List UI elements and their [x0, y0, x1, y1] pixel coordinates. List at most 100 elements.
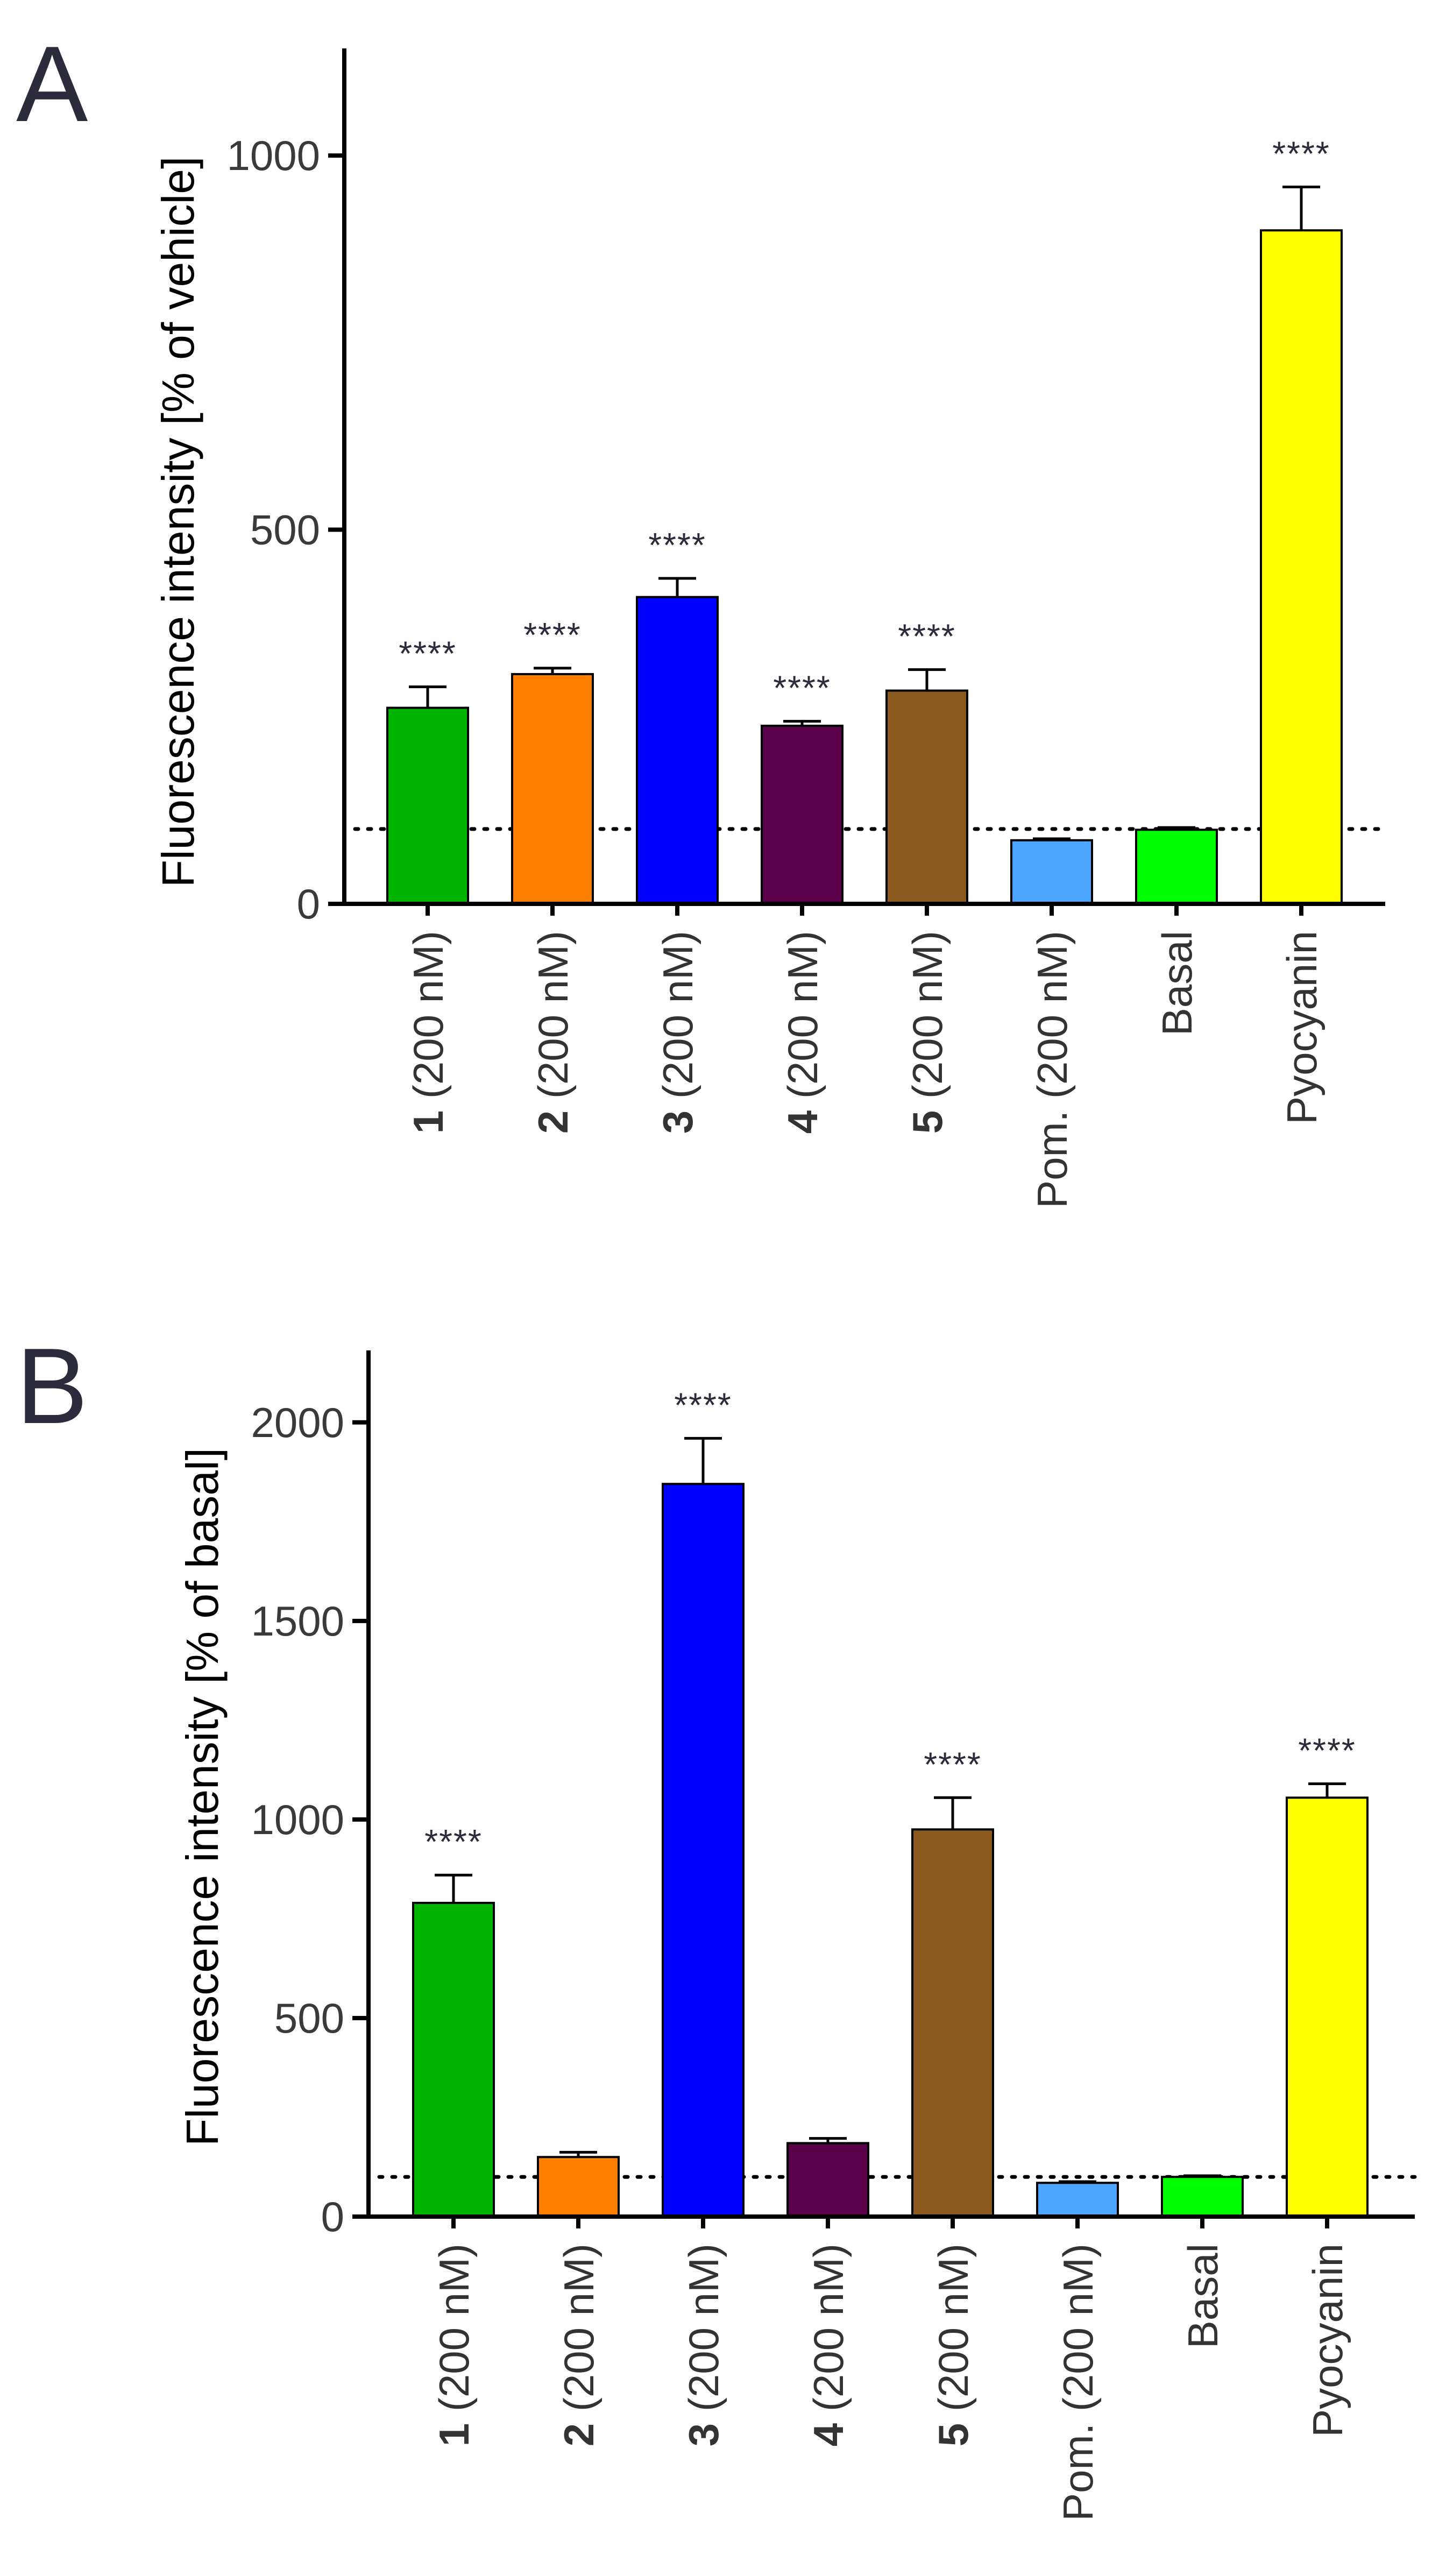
error-bar-a-4 — [783, 720, 821, 726]
plot-area-b: ****1 (200 nM)2 (200 nM)****3 (200 nM)4 … — [251, 1350, 1417, 2521]
significance-a-4: **** — [773, 669, 831, 707]
category-text: (200 nM) — [654, 931, 701, 1110]
category-text: (200 nM) — [680, 2244, 727, 2423]
significance-a-1: **** — [399, 634, 457, 673]
error-bar-b-6 — [1059, 2180, 1096, 2183]
significance-a-3: **** — [648, 526, 706, 564]
category-label-a-6: Pom. (200 nM) — [1029, 931, 1076, 1208]
error-bar-a-5 — [908, 668, 946, 691]
category-label-a-8: Pyocyanin — [1278, 931, 1325, 1124]
category-text: (200 nM) — [430, 2244, 478, 2423]
bar-b-2 — [537, 2156, 620, 2218]
category-number: 2 — [555, 2423, 602, 2446]
error-bar-a-2 — [534, 667, 571, 674]
error-bar-b-7 — [1183, 2174, 1221, 2177]
bar-b-6 — [1036, 2182, 1119, 2218]
category-number: 3 — [680, 2423, 727, 2446]
error-bar-a-8 — [1282, 186, 1320, 231]
error-bar-b-2 — [559, 2150, 597, 2157]
category-text: (200 nM) — [405, 931, 452, 1110]
category-number: 2 — [529, 1110, 577, 1134]
panel-b: B Fluorescence intensity [% of basal] **… — [16, 1326, 1417, 2521]
category-label-b-7: Basal — [1179, 2244, 1227, 2348]
bar-b-8 — [1286, 1796, 1369, 2218]
bar-b-7 — [1161, 2176, 1244, 2218]
category-label-b-1: 1 (200 nM) — [430, 2244, 478, 2446]
y-axis-label-a: Fluorescence intensity [% of vehicle] — [153, 157, 203, 888]
category-number: 5 — [930, 2423, 977, 2446]
significance-b-8: **** — [1298, 1731, 1356, 1770]
category-number: 1 — [430, 2423, 478, 2446]
category-label-b-4: 4 (200 nM) — [805, 2244, 852, 2446]
bar-b-5 — [911, 1828, 994, 2218]
plot-area-a: **** 1 (200 nM) **** 2 (200 nM) **** 3 (200 n… — [226, 48, 1387, 1208]
category-text: (200 nM) — [904, 931, 951, 1110]
y-tick-label-a-2: 1000 — [226, 132, 320, 179]
panel-a: A Fluorescence intensity [% of vehicle] … — [16, 24, 1387, 1208]
category-label-b-5: 5 (200 nM) — [930, 2244, 977, 2446]
significance-a-8: **** — [1272, 135, 1330, 173]
bar-b-3 — [662, 1483, 745, 2218]
category-label-a-5: 5 (200 nM) — [904, 931, 951, 1134]
y-tick-label-a-1: 500 — [250, 506, 320, 554]
category-number: 3 — [654, 1110, 701, 1134]
category-text: Pom. (200 nM) — [1054, 2244, 1102, 2521]
bar-a-5 — [885, 689, 968, 905]
bar-a-8 — [1260, 229, 1343, 905]
category-label-a-3: 3 (200 nM) — [654, 931, 701, 1134]
category-label-a-1: 1 (200 nM) — [405, 931, 452, 1134]
error-bar-b-8 — [1308, 1782, 1346, 1798]
category-text: (200 nM) — [930, 2244, 977, 2423]
panel-letter-b: B — [16, 1326, 88, 1446]
category-label-a-7: Basal — [1153, 931, 1201, 1036]
category-text: Pyocyanin — [1304, 2244, 1351, 2437]
y-tick-label-b-3: 1500 — [251, 1597, 344, 1645]
category-text: (200 nM) — [805, 2244, 852, 2423]
category-text: Basal — [1179, 2244, 1227, 2348]
y-tick-label-b-0: 0 — [321, 2193, 344, 2240]
error-bar-a-3 — [658, 577, 696, 597]
bar-a-4 — [761, 724, 843, 905]
category-label-b-2: 2 (200 nM) — [555, 2244, 602, 2446]
bar-b-4 — [786, 2142, 869, 2218]
category-label-b-3: 3 (200 nM) — [680, 2244, 727, 2446]
category-text: (200 nM) — [529, 931, 577, 1110]
bar-a-2 — [511, 673, 594, 905]
category-text: (200 nM) — [555, 2244, 602, 2423]
error-bar-a-1 — [409, 685, 446, 708]
category-label-a-4: 4 (200 nM) — [779, 931, 826, 1134]
significance-a-2: **** — [523, 615, 582, 654]
category-text: (200 nM) — [779, 931, 826, 1110]
y-tick-label-a-0: 0 — [297, 880, 320, 928]
bar-a-1 — [386, 706, 469, 905]
category-label-b-8: Pyocyanin — [1304, 2244, 1351, 2437]
error-bar-b-5 — [934, 1796, 972, 1830]
bar-a-7 — [1135, 829, 1218, 905]
significance-a-5: **** — [898, 617, 956, 656]
significance-b-1: **** — [424, 1822, 483, 1861]
error-bar-b-4 — [809, 2137, 847, 2143]
significance-b-5: **** — [924, 1745, 982, 1784]
bar-b-1 — [412, 1901, 495, 2218]
category-text: Pom. (200 nM) — [1029, 931, 1076, 1208]
category-number: 5 — [904, 1110, 951, 1134]
bar-a-3 — [636, 596, 719, 905]
category-text: Pyocyanin — [1278, 931, 1325, 1124]
category-number: 4 — [779, 1110, 826, 1134]
error-bar-a-7 — [1158, 826, 1195, 830]
y-tick-label-b-4: 2000 — [251, 1399, 344, 1446]
panel-letter-a: A — [16, 24, 88, 144]
category-number: 4 — [805, 2423, 852, 2446]
y-axis-label-b: Fluorescence intensity [% of basal] — [177, 1448, 228, 2146]
category-text: Basal — [1153, 931, 1201, 1036]
error-bar-b-1 — [435, 1873, 472, 1903]
significance-b-3: **** — [674, 1385, 732, 1424]
bar-a-6 — [1010, 839, 1093, 905]
error-bar-b-3 — [684, 1436, 722, 1484]
category-label-a-2: 2 (200 nM) — [529, 931, 577, 1134]
y-tick-label-b-1: 500 — [274, 1994, 344, 2042]
category-label-b-6: Pom. (200 nM) — [1054, 2244, 1102, 2521]
error-bar-a-6 — [1033, 837, 1071, 840]
y-tick-label-b-2: 1000 — [251, 1796, 344, 1843]
